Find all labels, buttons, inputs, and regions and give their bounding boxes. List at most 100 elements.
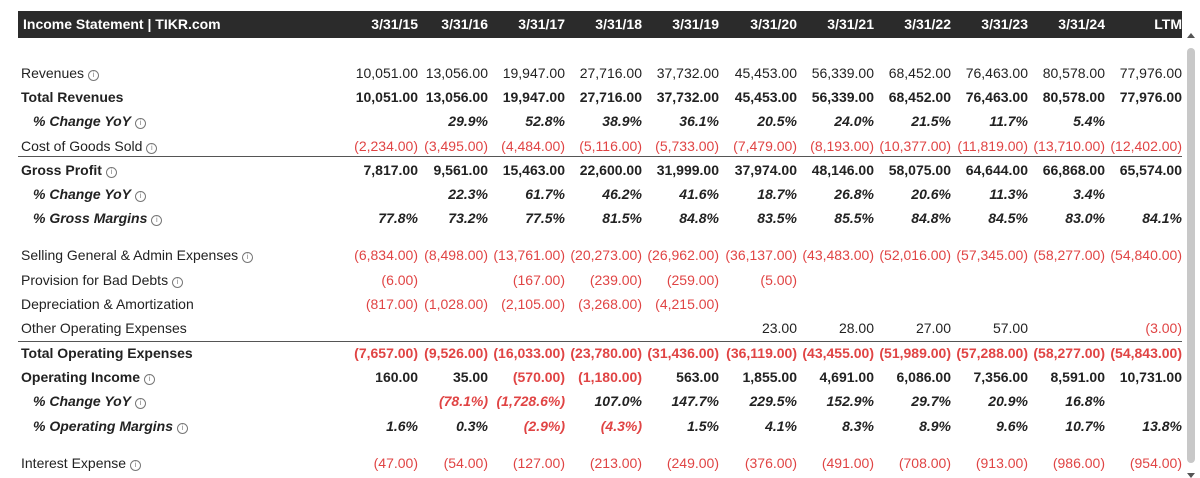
column-header[interactable]: 3/31/22 [904, 16, 951, 32]
table-row: Other Operating Expenses 23.00 28.00 27.00 5… [18, 316, 1182, 340]
table-cell: 28.00 [838, 320, 874, 336]
table-cell: (8,193.00) [810, 138, 874, 154]
info-icon[interactable]: i [146, 143, 158, 154]
table-row: Operating Income i 160.00 35.00 (570.00) (1,1… [18, 365, 1182, 389]
table-cell: 77.5% [525, 210, 565, 226]
column-header[interactable]: 3/31/21 [827, 16, 874, 32]
table-row: % Gross Margins i 77.8% 73.2% 77.5% 81.5% 84.8… [18, 206, 1182, 230]
table-cell: (47.00) [373, 455, 418, 471]
table-cell: (239.00) [589, 272, 642, 288]
table-cell: 22,600.00 [579, 162, 642, 178]
table-cell: 83.0% [1065, 210, 1105, 226]
table-cell: 9.6% [996, 418, 1028, 434]
table-cell: 6,086.00 [896, 369, 952, 385]
info-icon[interactable]: i [135, 398, 147, 409]
column-header[interactable]: 3/31/19 [672, 16, 719, 32]
row-label-text: % Gross Margins [33, 210, 148, 226]
table-cell: 24.0% [834, 113, 874, 129]
column-header[interactable]: 3/31/23 [981, 16, 1028, 32]
table-cell: 8.9% [919, 418, 951, 434]
row-label: Total Revenues [21, 85, 123, 109]
column-header[interactable]: 3/31/20 [750, 16, 797, 32]
row-label: % Change YoY i [33, 182, 147, 206]
table-cell: 45,453.00 [734, 65, 797, 81]
row-label-text: % Change YoY [33, 393, 132, 409]
table-cell: 22.3% [448, 186, 488, 202]
table-cell: 13,056.00 [425, 89, 488, 105]
info-icon[interactable]: i [130, 460, 142, 471]
table-cell: (708.00) [898, 455, 951, 471]
table-cell: (13,761.00) [493, 247, 565, 263]
table-row: % Change YoY i 22.3% 61.7% 46.2% 41.6% 18.7% 26… [18, 182, 1182, 206]
table-cell: 37,974.00 [734, 162, 797, 178]
info-icon[interactable]: i [105, 167, 117, 178]
row-label-text: Other Operating Expenses [21, 320, 187, 336]
table-row: % Change YoY i 29.9% 52.8% 38.9% 36.1% 20.5% 24… [18, 109, 1182, 133]
table-cell: 3.4% [1073, 186, 1105, 202]
column-header[interactable]: 3/31/16 [441, 16, 488, 32]
table-cell: 11.7% [989, 113, 1028, 129]
info-icon[interactable]: i [135, 118, 147, 129]
column-header[interactable]: 3/31/18 [595, 16, 642, 32]
scroll-up-arrow-icon[interactable] [1187, 33, 1195, 38]
column-header[interactable]: LTM [1154, 16, 1182, 32]
row-label: Provision for Bad Debts i [21, 268, 184, 292]
info-icon[interactable]: i [242, 252, 254, 263]
info-icon[interactable]: i [151, 215, 163, 226]
table-cell: 57.00 [992, 320, 1028, 336]
table-row: Total Operating Expenses (7,657.00) (9,526… [18, 341, 1182, 365]
table-cell: 37,732.00 [656, 65, 719, 81]
table-cell: (5.00) [760, 272, 797, 288]
table-cell: 8.3% [842, 418, 874, 434]
table-cell: (2,105.00) [501, 296, 565, 312]
table-cell: (1,028.00) [424, 296, 488, 312]
column-header[interactable]: 3/31/17 [518, 16, 565, 32]
table-cell: (3,268.00) [578, 296, 642, 312]
table-cell: 15,463.00 [502, 162, 565, 178]
table-row: Interest Expense i (47.00) (54.00) (127.00) (… [18, 451, 1182, 475]
table-cell: (58,277.00) [1033, 345, 1105, 361]
table-cell: 73.2% [448, 210, 488, 226]
table-cell: 7,356.00 [973, 369, 1029, 385]
table-cell: (51,989.00) [879, 345, 951, 361]
table-cell: (3,495.00) [424, 138, 488, 154]
info-icon[interactable]: i [144, 374, 156, 385]
table-cell: 68,452.00 [888, 65, 951, 81]
info-icon[interactable]: i [135, 191, 147, 202]
column-header[interactable]: 3/31/15 [371, 16, 418, 32]
table-cell: 229.5% [749, 393, 797, 409]
column-header[interactable]: 3/31/24 [1058, 16, 1105, 32]
table-cell: (1,180.00) [578, 369, 642, 385]
table-cell: 37,732.00 [656, 89, 719, 105]
table-cell: 29.9% [448, 113, 488, 129]
table-cell: 5.4% [1073, 113, 1105, 129]
table-cell: (491.00) [821, 455, 874, 471]
row-label: % Change YoY i [33, 109, 147, 133]
scroll-down-arrow-icon[interactable] [1187, 473, 1195, 478]
table-cell: (11,819.00) [957, 138, 1028, 154]
table-cell: 10.7% [1065, 418, 1105, 434]
scroll-thumb[interactable] [1187, 48, 1195, 463]
table-row: Total Revenues 10,051.00 13,056.00 19,947.0… [18, 85, 1182, 109]
row-label-text: % Operating Margins [33, 418, 174, 434]
divider-total-operating-expenses [18, 341, 1182, 342]
row-label-text: Revenues [21, 65, 85, 81]
vertical-scrollbar[interactable] [1184, 11, 1198, 478]
info-icon[interactable]: i [172, 277, 184, 288]
table-cell: (817.00) [365, 296, 418, 312]
info-icon[interactable]: i [88, 70, 100, 81]
table-cell: (5,733.00) [655, 138, 719, 154]
table-cell: (54,840.00) [1110, 247, 1182, 263]
table-cell: (913.00) [975, 455, 1028, 471]
table-cell: (6.00) [381, 272, 418, 288]
table-cell: 46.2% [602, 186, 642, 202]
table-cell: 20.5% [757, 113, 797, 129]
table-cell: (52,016.00) [879, 247, 951, 263]
info-icon[interactable]: i [177, 423, 189, 434]
table-cell: 36.1% [679, 113, 719, 129]
row-label: % Change YoY i [33, 389, 147, 413]
row-label: Interest Expense i [21, 451, 142, 475]
table-row: Revenues i 10,051.00 13,056.00 19,947.00 27,7… [18, 61, 1182, 85]
row-label-text: Provision for Bad Debts [21, 272, 169, 288]
table-cell: (6,834.00) [354, 247, 418, 263]
